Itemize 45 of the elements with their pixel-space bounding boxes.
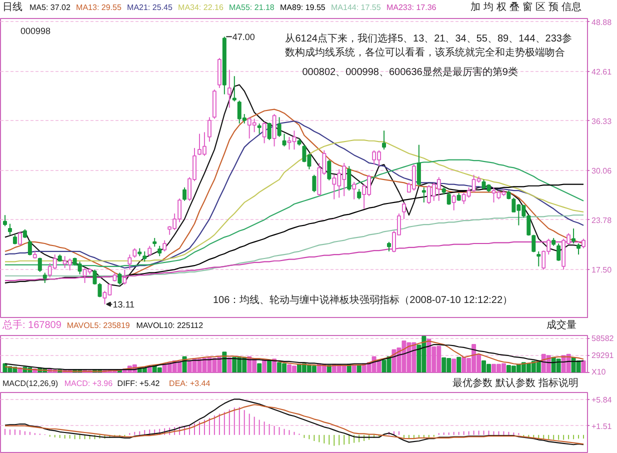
text: MAVOL10: 225112 [136,321,204,330]
text: MA144: 17.55 [331,3,382,12]
y-tick-label: 17.50 [592,266,612,275]
y-tick-label: X10 [592,368,606,376]
y-tick-label: 23.78 [592,216,612,225]
text: MA55: 21.18 [229,3,275,12]
chart-title: 日线 [2,1,22,13]
text: MAVOL5: 235819 [66,321,130,330]
y-tick-label: 42.61 [592,67,612,76]
text: MA89: 19.55 [280,3,326,12]
text: 加 [470,1,480,13]
text: MA34: 22.16 [178,3,224,12]
text: 区 [536,2,546,13]
text: 均 [482,1,494,13]
text: MACD: +3.96 [64,379,114,388]
text: 最优参数 [452,377,492,389]
text: 总手: 167809 [2,319,62,331]
text: 指标说明 [538,377,578,389]
text: 预 [548,2,558,13]
annotation: 13.11 [112,300,135,310]
y-tick-label: 29291 [592,350,614,360]
text: 窗 [522,1,532,13]
text: 权 [496,1,506,13]
annotation: 000802、000998、600636显然是最厉害的第9类 [302,66,518,78]
text: DIFF: +5.42 [117,379,160,388]
y-tick-label: +1.51 [592,422,612,431]
y-tick-label: 58582 [592,334,614,343]
annotation: 000998 [20,26,51,36]
chart-title: MACD(12,26,9) [2,379,58,388]
text: MA233: 17.36 [386,3,437,12]
text: 信息 [562,1,582,13]
y-tick-label: 30.06 [592,166,612,176]
text: 叠 [510,2,520,13]
y-tick-label: 48.88 [592,18,612,27]
annotation: 从6124点下来，我们选择5、13、21、34、55、89、144、233参数构成均线系统，各位可以看看，该系统就完全和走势极端吻合 [285,32,572,58]
text: MA21: 25.45 [127,3,173,12]
text: 默认参数 [494,377,536,389]
annotation: 106：均线、轮动与缠中说禅板块强弱指标（2008-07-10 12:12:22） [212,294,513,306]
text: MA5: 37.02 [30,3,71,12]
text: MA13: 29.55 [76,3,122,12]
chart-title: 成交量 [546,319,576,331]
y-tick-label: 36.33 [592,116,612,126]
y-tick-label: +5.84 [592,396,612,405]
annotation: 47.00 [232,32,255,42]
text: DEA: +3.44 [169,379,211,388]
